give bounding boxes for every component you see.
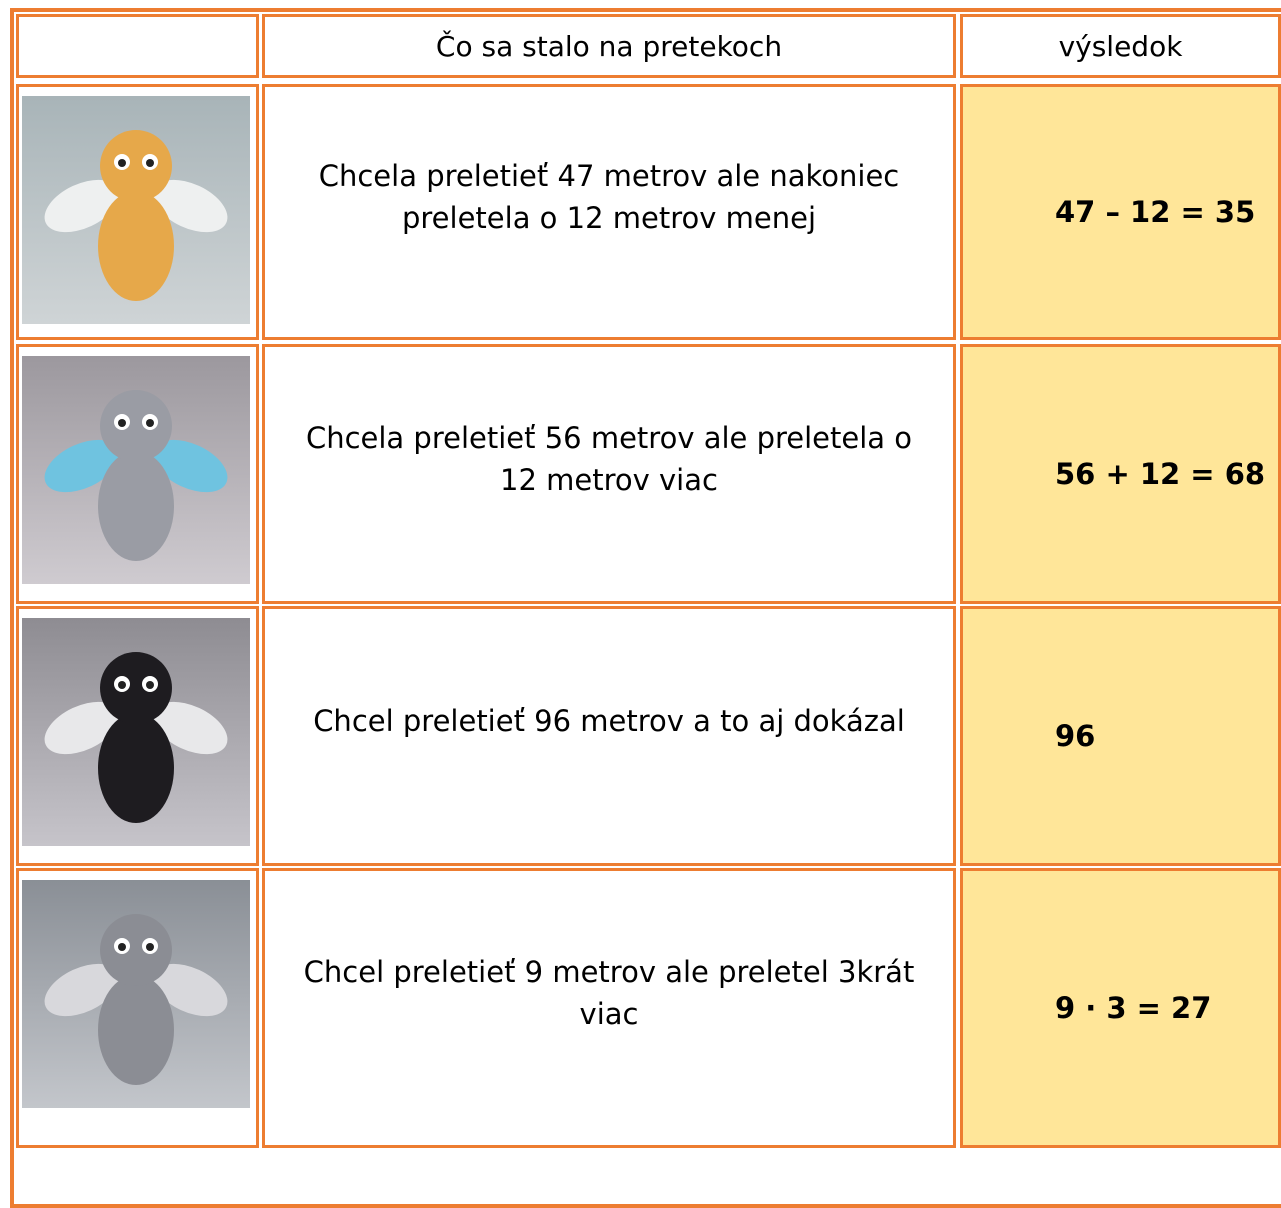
image-cell	[16, 84, 259, 340]
animal-illustration	[22, 618, 250, 846]
animal-image	[22, 880, 250, 1108]
image-cell	[16, 606, 259, 866]
page: Čo sa stalo na pretekoch výsledok Chcela…	[10, 8, 1281, 1208]
animal-image	[22, 618, 250, 846]
animal-image	[22, 356, 250, 584]
animal-illustration	[22, 356, 250, 584]
animal-illustration	[22, 880, 250, 1108]
result-cell: 96	[960, 606, 1281, 866]
animal-image	[22, 96, 250, 324]
description-cell: Chcel preletieť 9 metrov ale preletel 3k…	[262, 868, 956, 1148]
header-cell: Čo sa stalo na pretekoch	[262, 14, 956, 78]
result-cell: 9 · 3 = 27	[960, 868, 1281, 1148]
result-cell: 56 + 12 = 68	[960, 344, 1281, 604]
image-cell	[16, 344, 259, 604]
header-cell: výsledok	[960, 14, 1281, 78]
description-cell: Chcela preletieť 47 metrov ale nakoniec …	[262, 84, 956, 340]
header-empty	[16, 14, 259, 78]
animal-illustration	[22, 96, 250, 324]
description-cell: Chcela preletieť 56 metrov ale preletela…	[262, 344, 956, 604]
result-cell: 47 – 12 = 35	[960, 84, 1281, 340]
description-cell: Chcel preletieť 96 metrov a to aj dokáza…	[262, 606, 956, 866]
